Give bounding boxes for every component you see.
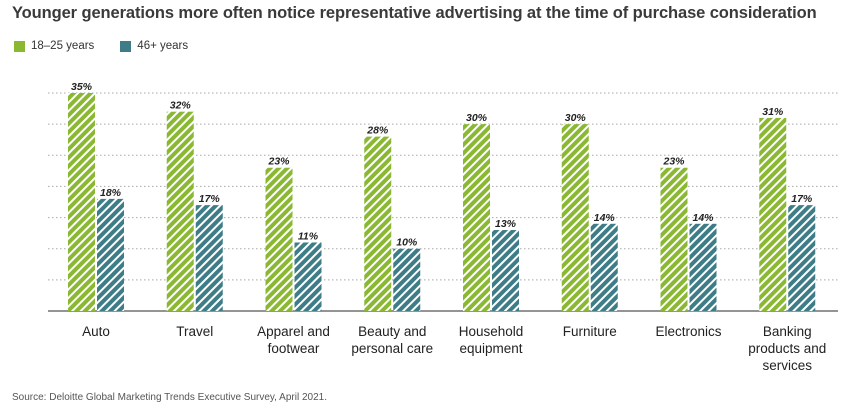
data-label-series-1: 35%	[71, 81, 93, 93]
data-label-series-2: 17%	[199, 193, 221, 205]
gridlines	[48, 92, 838, 312]
bar-series-1	[660, 167, 688, 311]
legend-item-series-2: 46+ years	[120, 40, 188, 52]
bar-series-1	[463, 124, 490, 312]
bar-series-1	[759, 117, 787, 312]
bar-series-1	[166, 111, 194, 311]
legend-item-series-1: 18–25 years	[14, 40, 94, 52]
category-label: Apparel and	[257, 324, 330, 339]
data-label-series-2: 17%	[791, 193, 813, 205]
legend-swatch-series-2	[120, 40, 132, 52]
legend-label-series-1: 18–25 years	[31, 40, 95, 52]
data-label-series-2: 14%	[692, 212, 714, 224]
legend: 18–25 years 46+ years	[14, 40, 214, 52]
data-label-series-1: 23%	[267, 156, 290, 168]
bar-series-1	[561, 124, 589, 312]
bar-series-1	[265, 167, 293, 311]
chart-title: Younger generations more often notice re…	[12, 4, 817, 22]
category-label: services	[762, 358, 812, 373]
category-label: equipment	[459, 341, 522, 356]
data-label-series-2: 14%	[594, 212, 616, 224]
data-label-series-1: 28%	[366, 125, 389, 137]
category-label: products and	[748, 341, 826, 356]
bar-series-2	[195, 205, 223, 311]
bar-series-2	[97, 198, 124, 311]
legend-swatch-series-1	[14, 40, 25, 52]
data-label-series-2: 13%	[495, 218, 517, 230]
category-label: Household	[459, 324, 524, 339]
category-label: Electronics	[655, 324, 721, 339]
category-label: Travel	[176, 324, 213, 339]
bar-series-2	[393, 248, 421, 311]
bar-series-2	[788, 205, 816, 311]
data-label-series-1: 23%	[662, 156, 685, 168]
legend-label-series-2: 46+ years	[137, 40, 189, 52]
category-label: Banking	[763, 324, 812, 339]
data-label-series-2: 10%	[396, 237, 418, 249]
source-note: Source: Deloitte Global Marketing Trends…	[12, 392, 327, 403]
bar-series-2	[294, 242, 322, 311]
labels: 35% 18% Auto 32% 17% Travel 23% 11% Apparel and f…	[71, 81, 826, 373]
data-label-series-1: 30%	[466, 112, 488, 124]
bar-series-2	[492, 230, 519, 311]
bar-series-1	[364, 136, 392, 311]
data-label-series-2: 18%	[100, 187, 122, 199]
category-label: personal care	[351, 341, 433, 356]
bar-series-2	[590, 223, 618, 311]
category-label: Beauty and	[358, 324, 426, 339]
category-label: Auto	[82, 324, 110, 339]
data-label-series-1: 31%	[762, 106, 784, 118]
bar-series-2	[689, 223, 717, 311]
data-label-series-1: 30%	[565, 112, 587, 124]
category-label: Furniture	[563, 324, 617, 339]
bars	[68, 93, 816, 312]
bar-series-1	[68, 93, 95, 311]
data-label-series-1: 32%	[170, 100, 192, 112]
data-label-series-2: 11%	[298, 230, 319, 242]
category-label: footwear	[268, 341, 320, 356]
